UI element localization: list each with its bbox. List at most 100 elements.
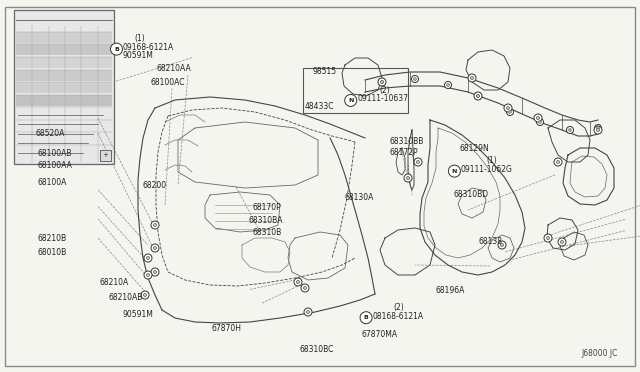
Text: (2): (2) xyxy=(394,303,404,312)
Bar xyxy=(16,82,112,93)
Circle shape xyxy=(470,77,474,80)
Text: 68100A: 68100A xyxy=(37,178,67,187)
Bar xyxy=(303,68,408,113)
Text: 08168-6121A: 08168-6121A xyxy=(372,312,424,321)
Circle shape xyxy=(474,92,482,100)
Bar xyxy=(16,57,112,68)
Circle shape xyxy=(445,81,451,89)
Circle shape xyxy=(500,244,504,247)
Circle shape xyxy=(154,224,157,227)
Text: 68310BD: 68310BD xyxy=(453,190,488,199)
Circle shape xyxy=(506,106,509,109)
Text: 68310B: 68310B xyxy=(253,228,282,237)
Text: 67870H: 67870H xyxy=(211,324,241,333)
Text: J68000 JC: J68000 JC xyxy=(581,349,618,358)
Text: 09111-10637: 09111-10637 xyxy=(357,94,408,103)
Text: N: N xyxy=(348,98,353,103)
Text: 68210B: 68210B xyxy=(37,234,67,243)
Circle shape xyxy=(406,176,410,180)
Text: (1): (1) xyxy=(134,34,145,43)
Circle shape xyxy=(414,158,422,166)
Circle shape xyxy=(594,126,602,134)
Circle shape xyxy=(154,247,157,250)
Circle shape xyxy=(474,93,481,99)
Circle shape xyxy=(111,43,122,55)
Circle shape xyxy=(509,111,511,113)
Text: 68210AB: 68210AB xyxy=(109,293,143,302)
Text: 68196A: 68196A xyxy=(435,286,465,295)
Text: 09168-6121A: 09168-6121A xyxy=(123,43,174,52)
Circle shape xyxy=(417,160,420,164)
Text: B: B xyxy=(364,315,369,320)
Text: 68310BA: 68310BA xyxy=(248,217,283,225)
Circle shape xyxy=(476,94,479,97)
Circle shape xyxy=(307,311,310,314)
Text: 68210AA: 68210AA xyxy=(157,64,191,73)
Circle shape xyxy=(304,308,312,316)
Circle shape xyxy=(378,78,385,86)
Text: +: + xyxy=(102,152,108,158)
Circle shape xyxy=(345,94,356,106)
Text: N: N xyxy=(452,169,457,174)
Text: 68520A: 68520A xyxy=(35,129,65,138)
Circle shape xyxy=(378,78,386,86)
Circle shape xyxy=(558,238,566,246)
Text: 68010B: 68010B xyxy=(37,248,67,257)
Circle shape xyxy=(468,74,476,82)
Text: 68100AA: 68100AA xyxy=(37,161,72,170)
Circle shape xyxy=(143,294,147,296)
Circle shape xyxy=(561,240,564,244)
Circle shape xyxy=(144,271,152,279)
Text: 68172P: 68172P xyxy=(389,148,418,157)
Circle shape xyxy=(544,234,552,242)
Circle shape xyxy=(595,125,602,131)
Circle shape xyxy=(536,116,540,119)
Circle shape xyxy=(294,278,302,286)
Text: 68170P: 68170P xyxy=(253,203,282,212)
Circle shape xyxy=(536,119,543,125)
Circle shape xyxy=(569,129,572,131)
Circle shape xyxy=(477,94,479,97)
Text: 68210A: 68210A xyxy=(99,278,129,287)
Circle shape xyxy=(506,109,513,115)
Text: 09111-1062G: 09111-1062G xyxy=(461,165,513,174)
Circle shape xyxy=(151,244,159,252)
Text: 68310BB: 68310BB xyxy=(389,137,424,146)
Bar xyxy=(100,150,111,161)
Bar xyxy=(16,32,112,43)
Circle shape xyxy=(539,121,541,124)
Text: 68138: 68138 xyxy=(479,237,503,246)
Circle shape xyxy=(557,160,559,164)
Bar xyxy=(16,70,112,81)
Text: 67870MA: 67870MA xyxy=(362,330,397,339)
Text: (2): (2) xyxy=(379,86,390,94)
Circle shape xyxy=(412,76,419,83)
Circle shape xyxy=(141,291,149,299)
Text: 68129N: 68129N xyxy=(460,144,489,153)
Circle shape xyxy=(154,270,157,273)
Text: 68310BC: 68310BC xyxy=(300,345,334,354)
Circle shape xyxy=(413,78,417,80)
Text: 90591M: 90591M xyxy=(123,51,154,60)
Circle shape xyxy=(447,84,449,86)
Circle shape xyxy=(303,286,307,289)
Text: B: B xyxy=(114,46,119,52)
Circle shape xyxy=(151,221,159,229)
Circle shape xyxy=(404,174,412,182)
Text: 68100AC: 68100AC xyxy=(150,78,185,87)
Circle shape xyxy=(596,127,599,129)
Text: 68100AB: 68100AB xyxy=(37,149,72,158)
Circle shape xyxy=(380,80,383,84)
Circle shape xyxy=(534,114,542,122)
Circle shape xyxy=(144,254,152,262)
Circle shape xyxy=(301,284,309,292)
Circle shape xyxy=(498,241,506,249)
Text: 90591M: 90591M xyxy=(123,310,154,319)
Circle shape xyxy=(449,165,460,177)
Circle shape xyxy=(360,312,372,324)
Circle shape xyxy=(504,104,512,112)
Bar xyxy=(14,10,114,164)
Text: 68200: 68200 xyxy=(142,181,166,190)
Bar xyxy=(16,44,112,55)
Circle shape xyxy=(554,158,562,166)
